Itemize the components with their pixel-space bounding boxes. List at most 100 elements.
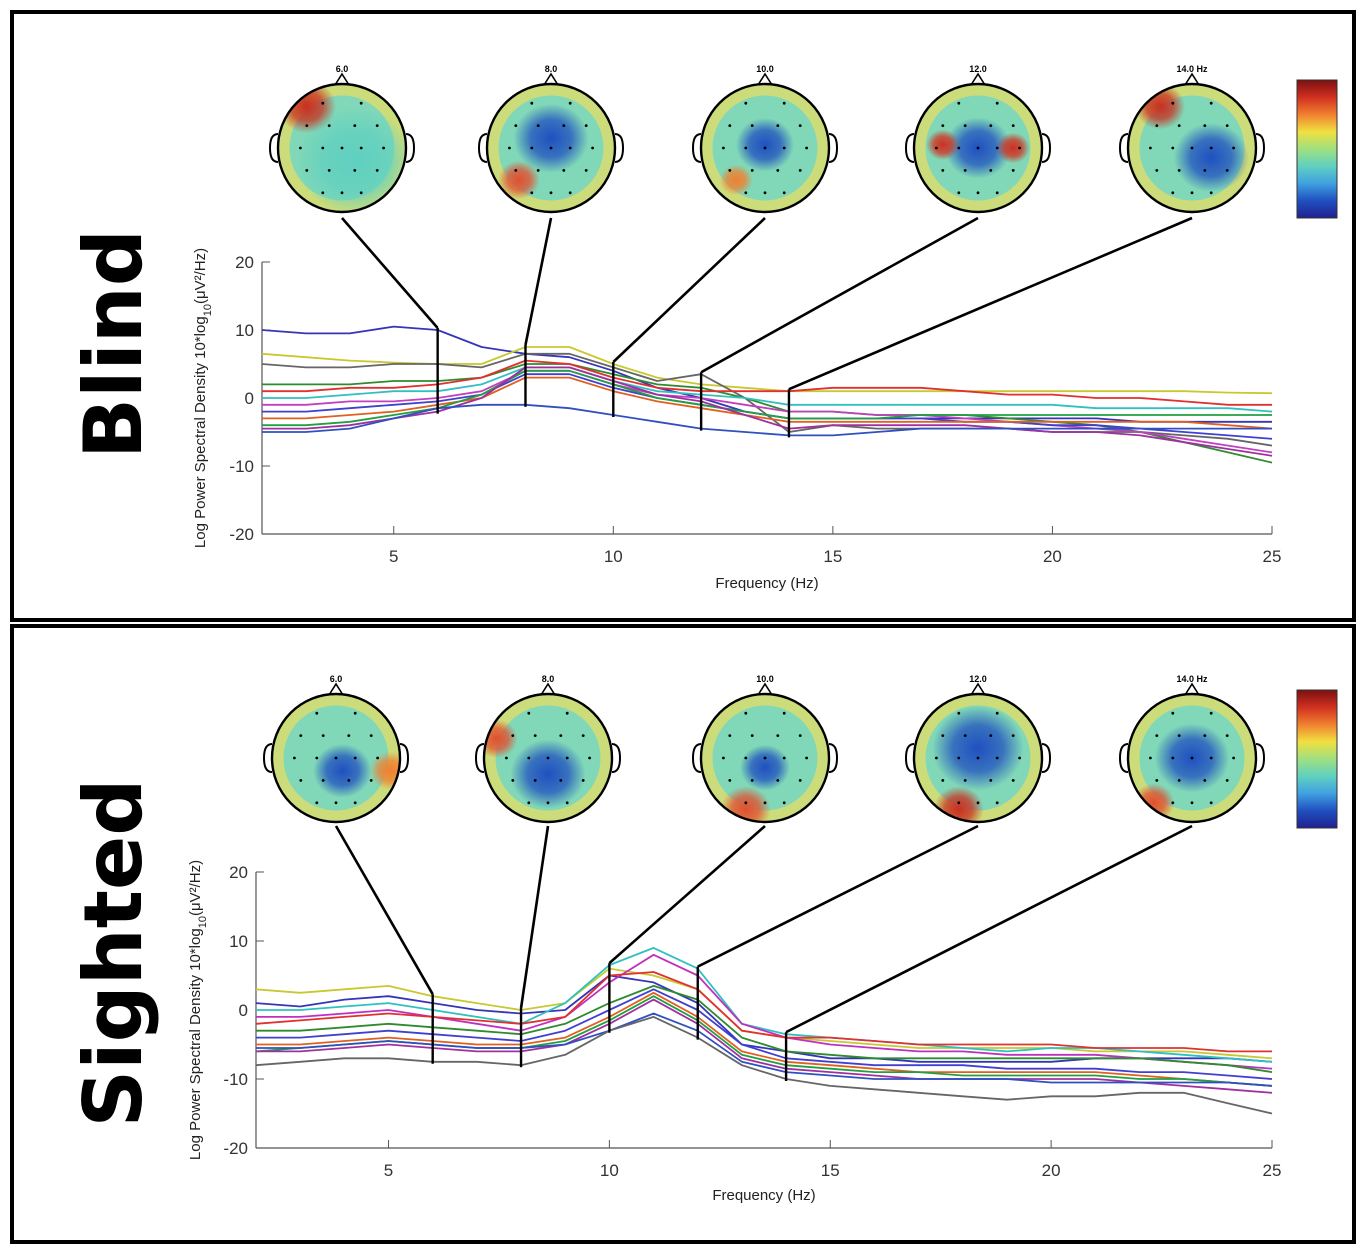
y-tick-label: -10 [223,1070,248,1089]
topo-electrode [1018,146,1021,150]
topo-label: 6.0 [336,64,349,74]
topoplot-10hz: 10.0 [691,64,839,214]
topo-electrode [728,779,732,782]
y-tick-label: 0 [245,389,254,408]
chart-group-sighted: 20 10 0 -10 -20 5 10 15 20 25 Frequency (Hz) Log Po… [187,674,1338,1204]
topo-electrode [782,101,786,105]
y-tick-label: -20 [229,525,254,544]
topo-electrode [588,756,591,760]
topo-electrode [565,801,569,805]
topo-label: 10.0 [756,674,774,684]
topo-electrode [565,711,569,715]
topo-electrode [1155,124,1159,127]
topo-head-outline [485,82,617,214]
topo-electrode [1209,756,1213,760]
topo-electrode [776,734,780,737]
topo-electrode [527,756,531,760]
series-line-11 [262,366,1273,457]
topo-electrode [722,756,725,760]
topo-electrode [957,146,961,150]
topo-electrode [1155,779,1159,782]
topoplot-14hz: 14.0 Hz [1118,64,1266,214]
topo-electrode [989,169,993,172]
topo-electrode [334,801,338,805]
y-tick-label: -20 [223,1139,248,1158]
series-line-6 [262,366,1273,413]
topo-electrode [750,124,754,127]
x-tick-label: 5 [389,547,398,566]
topo-electrode [798,734,802,737]
topo-electrode [568,191,572,195]
topo-ear-left [691,743,702,773]
topo-ear-left [904,743,915,773]
series-line-5 [255,971,1272,1053]
series-line-11 [256,1012,1273,1087]
topo-electrode [989,734,993,737]
topo-electrode [533,734,537,737]
topo-ear-right [1041,133,1052,163]
topo-electrode [976,801,980,805]
series-line-5 [262,359,1272,406]
topo-nose [970,682,986,696]
topo-label: 8.0 [542,674,555,684]
topo-electrode [511,734,515,737]
topo-map [484,694,612,822]
series-line-12 [255,1016,1273,1115]
topo-electrode [568,146,572,150]
topo-nose [543,72,559,86]
topo-electrode [1171,801,1175,805]
topo-blob [484,719,518,758]
topo-electrode [299,146,302,150]
topo-electrode [750,779,754,782]
topoplot-8hz: 8.0 [474,674,622,824]
topo-label: 6.0 [330,674,343,684]
topo-electrode [1011,124,1015,127]
topo-electrode [941,734,945,737]
topo-electrode [798,779,802,782]
y-tick-label: 20 [229,863,248,882]
topo-electrode [315,711,319,715]
topo-blob [510,739,586,809]
topo-ear-left [262,743,273,773]
topo-electrode [728,169,732,172]
topo-blob [932,706,1024,791]
topo-electrode [1209,801,1213,805]
topo-electrode [514,124,518,127]
topo-electrode [782,146,786,150]
topo-electrode [353,169,357,172]
connector-line [785,824,1193,1034]
topo-electrode [995,801,999,805]
sighted-panel: Sighted [10,624,1356,1244]
series-line-7 [256,988,1273,1080]
topo-ear-left [474,743,485,773]
x-tick-label: 15 [823,547,842,566]
topo-electrode [957,756,961,760]
topoplot-6hz: 6.0 [262,674,410,824]
topo-electrode [315,801,319,805]
topo-electrode [549,146,553,150]
topo-blob [498,160,540,200]
topo-electrode [1177,734,1181,737]
topo-electrode [321,101,325,105]
topo-electrode [340,191,344,195]
topo-electrode [1225,124,1229,127]
topo-electrode [1149,146,1152,150]
topo-electrode [763,756,767,760]
topo-electrode [1171,146,1175,150]
topo-electrode [1177,169,1181,172]
colorbar [1296,689,1338,829]
topo-electrode [995,146,999,150]
topo-ear-right [399,743,410,773]
topo-electrode [382,146,385,150]
topo-head-outline [1126,692,1258,824]
connector-line [612,217,766,363]
topo-electrode [591,146,594,150]
topo-nose [757,72,773,86]
topo-electrode [562,169,566,172]
topo-electrode [750,169,754,172]
topo-electrode [533,779,537,782]
connector-line [341,217,439,329]
topo-electrode [508,146,511,150]
topo-electrode [581,734,585,737]
